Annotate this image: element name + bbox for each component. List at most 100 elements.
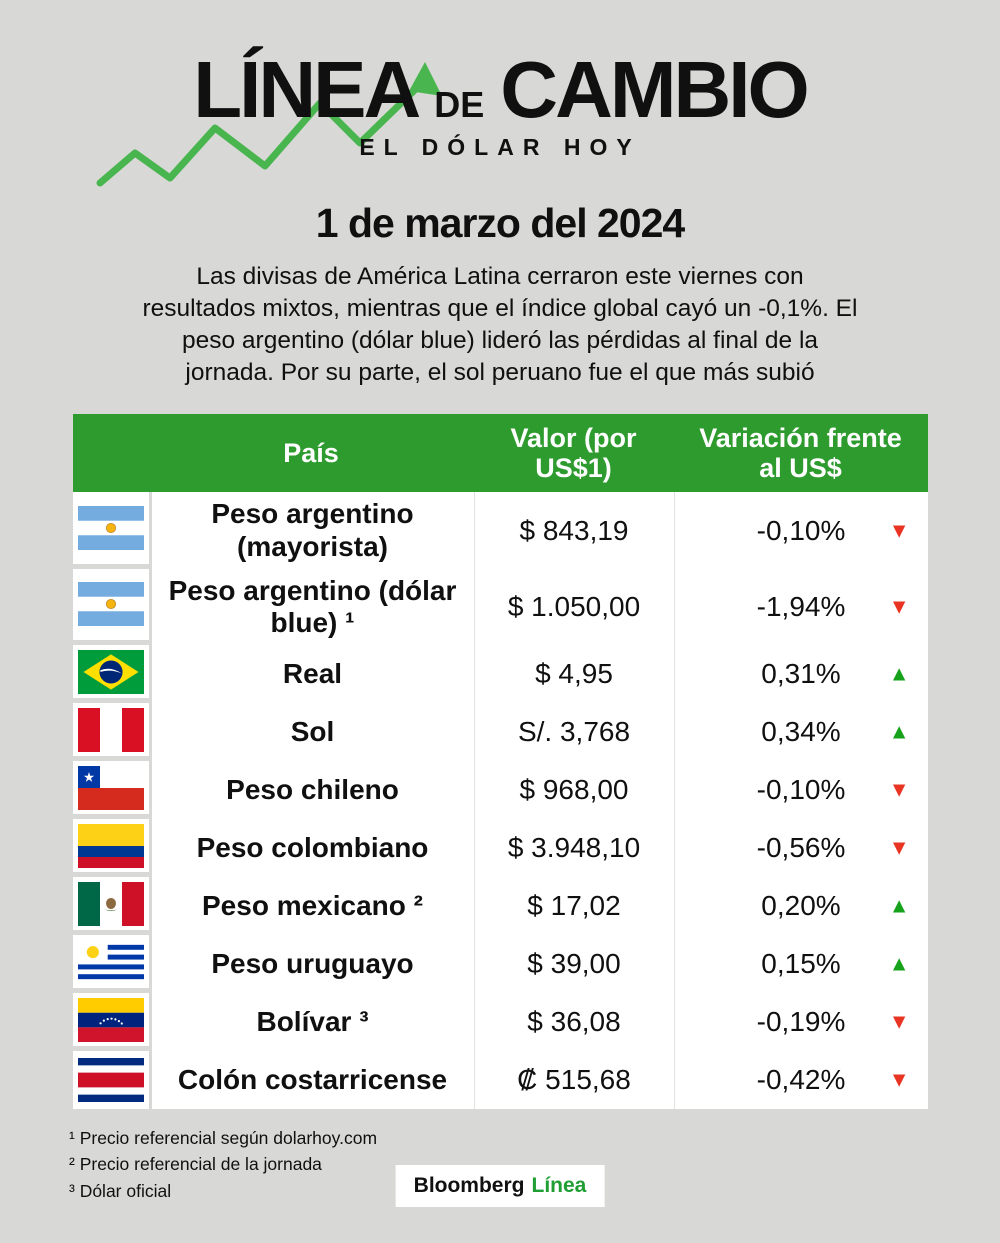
flag-cell — [72, 568, 149, 646]
footnote-2: ² Precio referencial de la jornada — [69, 1154, 322, 1175]
logo-text: LÍNEA DE CAMBIO — [0, 50, 1000, 130]
currency-value: S/. 3,768 — [473, 703, 674, 762]
logo-de: DE — [434, 84, 485, 125]
footnote-3: ³ Dólar oficial — [69, 1180, 172, 1201]
change-percent: 0,34% — [761, 716, 841, 748]
currency-value: $ 4,95 — [473, 645, 674, 704]
table-row: Peso colombiano $ 3.948,10 -0,56% ▼ — [72, 819, 928, 878]
currency-name: Bolívar ³ — [148, 993, 474, 1052]
table-row: Peso mexicano ² $ 17,02 0,20% ▲ — [72, 877, 928, 936]
currency-change: -0,56% ▼ — [673, 819, 928, 878]
brand-bloomberg: Bloomberg — [413, 1174, 525, 1197]
col-header-country: País — [283, 438, 339, 469]
table-row: Peso argentino (mayorista) $ 843,19 -0,10%… — [72, 492, 928, 569]
currency-name: Peso colombiano — [148, 819, 474, 878]
currency-change: -0,42% ▼ — [673, 1051, 928, 1110]
currency-change: 0,31% ▲ — [673, 645, 928, 704]
currency-change: 0,15% ▲ — [673, 935, 928, 994]
brand-linea: Línea — [531, 1174, 587, 1197]
triangle-down-icon: ▼ — [888, 1010, 910, 1034]
header: LÍNEA DE CAMBIO EL DÓLAR HOY 1 de marzo … — [0, 0, 1000, 388]
bloomberg-linea-logo: Bloomberg Línea — [395, 1165, 605, 1207]
currency-value: ₡ 515,68 — [473, 1051, 674, 1110]
uruguay-flag-icon — [77, 939, 144, 984]
currency-value: $ 17,02 — [473, 877, 674, 936]
table-row: Peso uruguayo $ 39,00 0,15% ▲ — [72, 935, 928, 994]
currency-name: Real — [148, 645, 474, 704]
currency-name: Peso uruguayo — [148, 935, 474, 994]
flag-cell — [72, 761, 149, 820]
table-row: Colón costarricense ₡ 515,68 -0,42% ▼ — [72, 1051, 928, 1110]
flag-cell — [72, 877, 149, 936]
currency-name: Peso argentino (dólar blue) ¹ — [148, 568, 474, 646]
currency-value: $ 39,00 — [473, 935, 674, 994]
colombia-flag-icon — [77, 823, 144, 868]
logo: LÍNEA DE CAMBIO EL DÓLAR HOY — [0, 50, 1000, 187]
logo-subtitle: EL DÓLAR HOY — [359, 134, 641, 160]
flag-cell — [72, 492, 149, 569]
change-percent: -0,42% — [756, 1064, 846, 1096]
change-percent: 0,15% — [761, 948, 841, 980]
table-row: Peso chileno $ 968,00 -0,10% ▼ — [72, 761, 928, 820]
currency-change: 0,20% ▲ — [673, 877, 928, 936]
triangle-up-icon: ▲ — [888, 894, 910, 918]
currency-name: Peso mexicano ² — [148, 877, 474, 936]
triangle-down-icon: ▼ — [888, 519, 910, 543]
currency-name: Sol — [148, 703, 474, 762]
change-percent: -0,10% — [756, 514, 846, 546]
argentina-flag-icon — [77, 506, 144, 551]
col-header-change: Variación frente al US$ — [699, 423, 902, 484]
flag-cell — [72, 993, 149, 1052]
currency-change: -0,10% ▼ — [673, 761, 928, 820]
currency-value: $ 1.050,00 — [473, 568, 674, 646]
peru-flag-icon — [77, 707, 144, 752]
currency-name: Colón costarricense — [148, 1051, 474, 1110]
currency-name: Peso argentino (mayorista) — [148, 492, 474, 569]
triangle-down-icon: ▼ — [888, 778, 910, 802]
flag-cell — [72, 703, 149, 762]
triangle-down-icon: ▼ — [888, 1068, 910, 1092]
venezuela-flag-icon — [77, 997, 144, 1042]
change-percent: 0,20% — [761, 890, 841, 922]
brazil-flag-icon — [77, 649, 144, 694]
currency-change: -1,94% ▼ — [673, 568, 928, 646]
currency-change: -0,10% ▼ — [673, 492, 928, 569]
flag-cell — [72, 935, 149, 994]
date-title: 1 de marzo del 2024 — [315, 200, 685, 246]
currency-value: $ 3.948,10 — [473, 819, 674, 878]
currency-change: 0,34% ▲ — [673, 703, 928, 762]
stock-line-decoration-icon — [96, 62, 442, 187]
chile-flag-icon — [77, 765, 144, 810]
triangle-down-icon: ▼ — [888, 595, 910, 619]
table-row: Peso argentino (dólar blue) ¹ $ 1.050,00-… — [72, 568, 928, 646]
currency-change: -0,19% ▼ — [673, 993, 928, 1052]
change-percent: -0,10% — [756, 774, 846, 806]
currency-value: $ 968,00 — [473, 761, 674, 820]
triangle-up-icon: ▲ — [888, 952, 910, 976]
currency-name: Peso chileno — [148, 761, 474, 820]
mexico-flag-icon — [77, 881, 144, 926]
table-body: Peso argentino (mayorista) $ 843,19 -0,10%… — [72, 492, 928, 1110]
table-row: Sol S/. 3,768 0,34% ▲ — [72, 703, 928, 762]
change-percent: -0,56% — [756, 832, 846, 864]
table-row: Bolívar ³ $ 36,08 -0,19% ▼ — [72, 993, 928, 1052]
flag-cell — [72, 819, 149, 878]
change-percent: 0,31% — [761, 658, 841, 690]
triangle-up-icon: ▲ — [888, 662, 910, 686]
change-percent: -1,94% — [756, 590, 846, 622]
description-text: Las divisas de América Latina cerraron e… — [142, 263, 858, 386]
flag-cell — [72, 1051, 149, 1110]
currency-value: $ 36,08 — [473, 993, 674, 1052]
logo-linea: LÍNEA — [193, 45, 421, 134]
table-header-row: País Valor (por US$1) Variación frente a… — [72, 414, 928, 493]
footnotes: ¹ Precio referencial según dolarhoy.com … — [69, 1125, 1000, 1204]
flag-cell — [72, 645, 149, 704]
table-row: Real $ 4,95 0,31% ▲ — [72, 645, 928, 704]
change-percent: -0,19% — [756, 1006, 846, 1038]
costa_rica-flag-icon — [77, 1058, 144, 1103]
triangle-down-icon: ▼ — [888, 836, 910, 860]
col-header-flag-spacer — [73, 414, 149, 492]
argentina-flag-icon — [77, 582, 144, 627]
logo-cambio: CAMBIO — [500, 45, 809, 134]
